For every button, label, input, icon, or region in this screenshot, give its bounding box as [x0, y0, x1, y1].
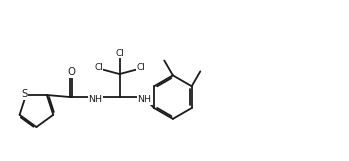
Text: S: S — [21, 89, 27, 99]
Text: O: O — [67, 67, 75, 77]
Text: Cl: Cl — [136, 63, 145, 72]
Text: Cl: Cl — [94, 63, 103, 72]
Text: NH: NH — [137, 95, 151, 104]
Text: NH: NH — [89, 95, 103, 104]
Text: Cl: Cl — [115, 49, 124, 58]
